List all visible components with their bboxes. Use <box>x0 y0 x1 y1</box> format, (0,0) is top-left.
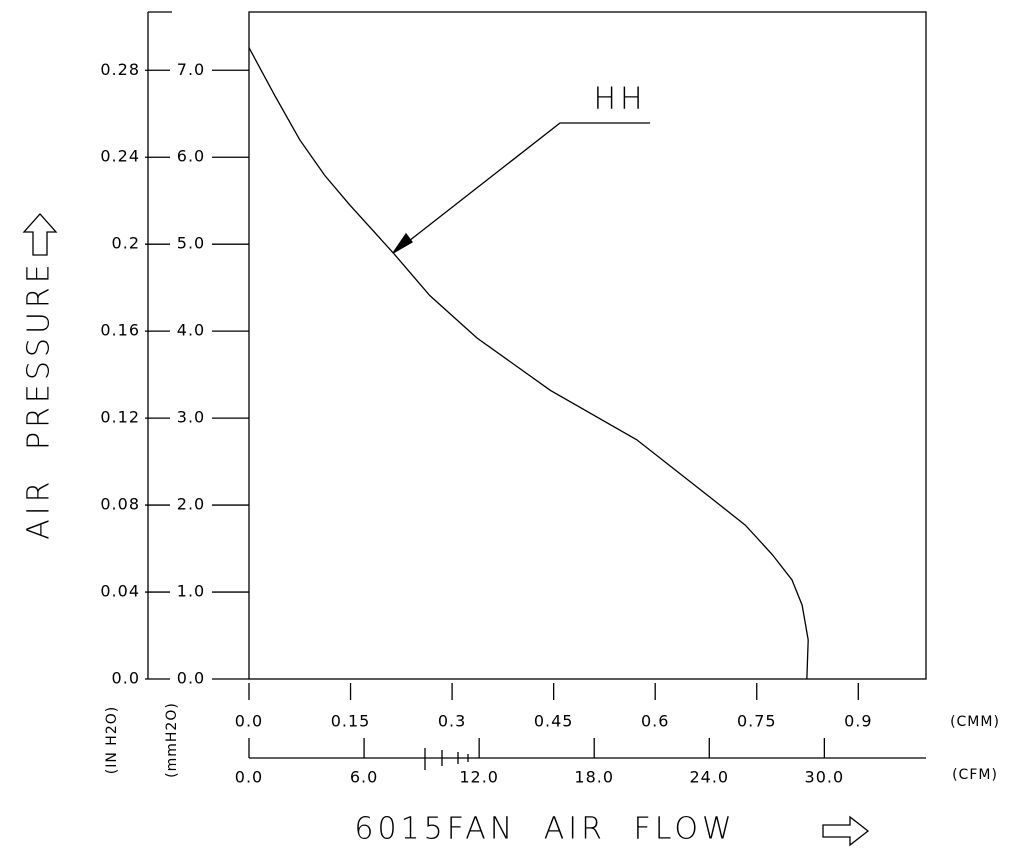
y-unit-label: (mmH2O) <box>164 702 180 778</box>
x2-tick-label: 30.0 <box>805 768 845 787</box>
y-tick-label: 1.0 <box>177 582 205 601</box>
x2-tick-label: 6.0 <box>350 768 378 787</box>
right-arrow <box>822 815 870 847</box>
x2-tick-label: 18.0 <box>574 768 614 787</box>
y2-tick-label: 0.12 <box>100 408 140 427</box>
fan-curve <box>248 47 809 680</box>
y-tick-label: 0.0 <box>177 669 205 688</box>
x2-tick-label: 12.0 <box>459 768 499 787</box>
x-tick-label: 0.45 <box>534 712 574 731</box>
annotation: HH <box>593 82 646 117</box>
y2-unit-label: (IN H2O) <box>104 706 120 774</box>
x-tick-label: 0.15 <box>331 712 371 731</box>
y-tick-label: 4.0 <box>177 321 205 340</box>
y2-tick-label: 0.28 <box>100 60 140 79</box>
y-tick-label: 3.0 <box>177 408 205 427</box>
chart-title: 6015FAN AIR FLOW <box>354 812 735 847</box>
x-tick-label: 0.9 <box>844 712 872 731</box>
y-tick-label: 7.0 <box>177 60 205 79</box>
y2-tick-label: 0.16 <box>100 321 140 340</box>
y2-tick-label: 0.24 <box>100 147 140 166</box>
up-arrow <box>22 213 58 256</box>
y2-tick-label: 0.08 <box>100 495 140 514</box>
x-unit-label: (CMM) <box>950 714 1000 730</box>
y-tick-label: 6.0 <box>177 147 205 166</box>
y-axis-title: AIR PRESSURE <box>22 260 57 540</box>
x-tick-label: 0.75 <box>737 712 777 731</box>
x2-tick-label: 0.0 <box>235 768 263 787</box>
x2-tick-label: 24.0 <box>689 768 729 787</box>
x-tick-label: 0.3 <box>438 712 466 731</box>
annotation-arrowhead <box>392 232 413 254</box>
y-tick-label: 2.0 <box>177 495 205 514</box>
x-tick-label: 0.6 <box>641 712 669 731</box>
y2-tick-label: 0.2 <box>112 234 140 253</box>
y2-tick-label: 0.04 <box>100 582 140 601</box>
x-tick-label: 0.0 <box>235 712 263 731</box>
y2-tick-label: 0.0 <box>112 669 140 688</box>
y-tick-label: 5.0 <box>177 234 205 253</box>
x2-unit-label: (CFM) <box>952 767 998 783</box>
annotation-leader <box>399 122 650 249</box>
plot-frame <box>248 11 927 680</box>
